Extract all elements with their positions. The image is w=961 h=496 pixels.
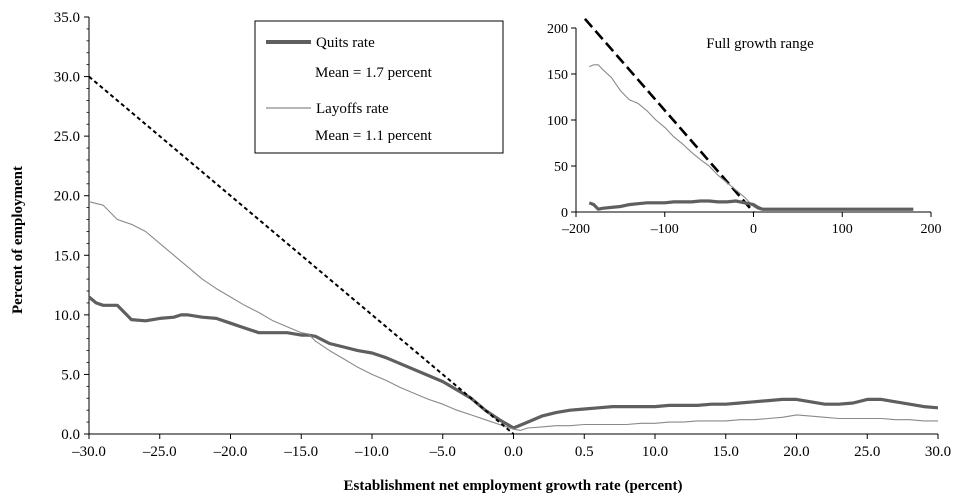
y-tick-label: 5.0 (61, 367, 80, 383)
series-line-quits-rate (87, 295, 939, 430)
inset-x-tick-label: 200 (921, 222, 942, 237)
series-line-layoffs-rate (88, 201, 938, 431)
y-axis-title: Percent of employment (10, 166, 26, 314)
inset-axes: 0 50 100 150 200 –200 –100 0 100 200 (547, 22, 942, 237)
x-tick-label: 20.0 (783, 444, 809, 460)
legend-label-quits: Quits rate (316, 35, 375, 51)
inset-series (583, 17, 914, 213)
inset-y-tick-label: 50 (554, 160, 568, 175)
y-tick-label: 25.0 (54, 129, 80, 145)
legend-sublabel-layoffs: Mean = 1.1 percent (315, 128, 433, 144)
legend: Quits rate Mean = 1.7 percent Layoffs ra… (254, 20, 504, 154)
x-tick-label: –5.0 (429, 444, 456, 460)
inset-x-tick-label: –200 (561, 222, 590, 237)
x-tick-label: 30.0 (925, 444, 951, 460)
inset-background (508, 4, 959, 256)
y-tick-label: 30.0 (54, 70, 80, 86)
inset-y-tick-label: 200 (547, 22, 568, 37)
x-tick-label: –20.0 (213, 444, 248, 460)
inset-chart: 0 50 100 150 200 –200 –100 0 100 200 Full growth … (508, 4, 959, 256)
x-tick-label: –15.0 (283, 444, 318, 460)
inset-y-tick-label: 150 (547, 68, 568, 83)
x-tick-label: 0.5 (575, 444, 594, 460)
x-tick-label: –30.0 (71, 444, 106, 460)
inset-x-tick-label: –100 (650, 222, 679, 237)
legend-sublabel-quits: Mean = 1.7 percent (315, 65, 433, 81)
main-series (87, 75, 939, 435)
inset-y-tick-label: 0 (561, 206, 568, 221)
inset-x-tick-label: 0 (750, 222, 757, 237)
x-tick-label: 25.0 (854, 444, 880, 460)
x-tick-label: –10.0 (354, 444, 389, 460)
x-tick-label: 10.0 (642, 444, 668, 460)
inset-series-line-dashed-0 (583, 17, 755, 213)
inset-y-tick-label: 100 (547, 114, 568, 129)
inset-series-line-thick-2 (588, 199, 914, 211)
y-tick-label: 10.0 (54, 308, 80, 324)
inset-x-tick-label: 100 (832, 222, 853, 237)
inset-title: Full growth range (706, 36, 814, 52)
y-tick-label: 35.0 (54, 10, 80, 26)
series-line-dotted-2 (88, 75, 515, 435)
y-tick-label: 20.0 (54, 189, 80, 205)
legend-label-layoffs: Layoffs rate (316, 101, 389, 117)
y-tick-label: 15.0 (54, 248, 80, 264)
main-axes: 0.0 5.0 10.0 15.0 20.0 25.0 30.0 35.0 –30.0 –25.0… (54, 10, 951, 460)
x-tick-label: 0.0 (504, 444, 523, 460)
x-tick-label: 15.0 (713, 444, 739, 460)
y-tick-label: 0.0 (61, 427, 80, 443)
x-axis-title: Establishment net employment growth rate… (344, 478, 683, 494)
x-tick-label: –25.0 (142, 444, 177, 460)
